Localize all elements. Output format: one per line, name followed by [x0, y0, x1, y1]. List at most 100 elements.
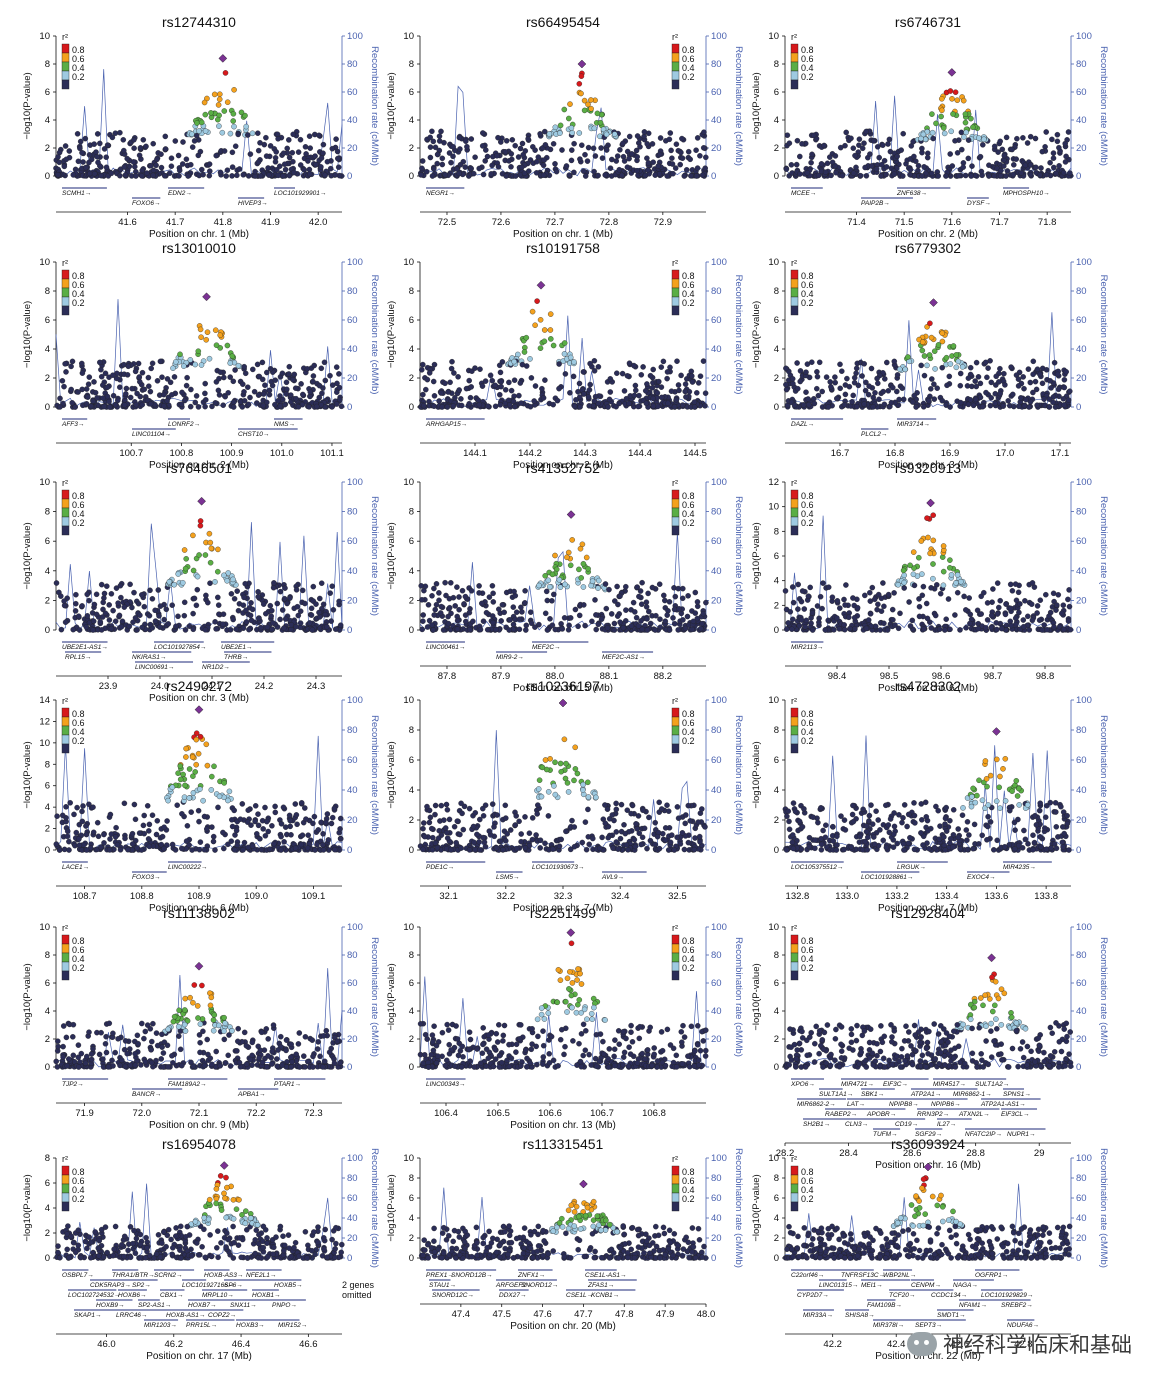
snp-point: [230, 576, 236, 583]
snp-point: [928, 585, 934, 591]
snp-point: [490, 599, 497, 605]
snp-point: [1043, 591, 1049, 598]
snp-point: [190, 790, 197, 796]
r2-legend-swatch: [61, 269, 70, 280]
r2-legend-label: 0.6: [682, 54, 695, 64]
snp-point: [278, 847, 284, 853]
snp-point: [676, 606, 682, 612]
snp-point: [962, 111, 969, 117]
snp-point: [799, 588, 806, 594]
snp-point: [182, 397, 188, 404]
snp-point: [930, 537, 937, 544]
recomb-tick-label: 40: [1076, 115, 1087, 126]
snp-point: [79, 370, 86, 376]
snp-point: [140, 822, 147, 829]
snp-point: [450, 144, 456, 150]
snp-point: [305, 832, 311, 838]
snp-point: [1034, 366, 1041, 372]
snp-point: [574, 770, 581, 777]
snp-point: [599, 155, 606, 161]
y-tick-label: 8: [774, 59, 779, 70]
snp-point: [257, 836, 263, 842]
snp-point: [68, 386, 74, 393]
snp-point: [867, 589, 873, 596]
snp-point: [223, 173, 229, 179]
snp-point: [116, 612, 123, 619]
snp-point: [961, 593, 967, 600]
r2-legend-swatch: [61, 516, 70, 527]
snp-point: [247, 151, 254, 157]
snp-point: [104, 142, 111, 148]
snp-point: [159, 833, 166, 840]
snp-point: [1015, 589, 1022, 596]
snp-point: [254, 831, 260, 837]
snp-point: [328, 820, 335, 827]
gene-label: NKIRAS1→: [132, 654, 166, 661]
snp-point: [216, 123, 222, 129]
snp-point: [139, 401, 146, 408]
r2-legend-label: 0.2: [801, 518, 814, 528]
snp-point: [152, 618, 159, 624]
snp-point: [947, 404, 953, 410]
snp-point: [801, 606, 808, 612]
snp-point: [992, 400, 998, 407]
snp-point: [450, 403, 457, 409]
panel-svg: 02468101214−log10(P-value)020406080100Re…: [22, 695, 380, 902]
y-tick-label: 6: [774, 87, 779, 98]
r2-legend-label: 0.8: [72, 45, 85, 55]
r2-legend-label: 0.4: [801, 509, 814, 519]
snp-point: [62, 361, 68, 367]
snp-point: [979, 403, 986, 410]
snp-point: [203, 592, 209, 599]
snp-point: [1056, 144, 1062, 151]
snp-point: [837, 605, 843, 611]
y-axis-label: −log10(P-value): [22, 72, 33, 139]
snp-point: [70, 626, 76, 633]
snp-point: [173, 359, 179, 365]
snp-point: [604, 625, 611, 631]
recomb-tick-label: 80: [711, 725, 722, 736]
x-tick-label: 88.0: [546, 671, 565, 682]
snp-point: [154, 156, 160, 163]
snp-point: [240, 172, 247, 178]
snp-point: [910, 138, 916, 145]
snp-point: [53, 580, 60, 586]
snp-point: [487, 372, 494, 379]
snp-point: [318, 819, 324, 826]
snp-point: [518, 604, 524, 611]
snp-point: [167, 379, 174, 386]
snp-point: [510, 604, 517, 610]
snp-point: [1033, 386, 1040, 393]
snp-point: [497, 369, 504, 376]
snp-point: [252, 168, 258, 175]
snp-point: [874, 375, 880, 382]
snp-point: [281, 401, 288, 408]
snp-point: [672, 593, 679, 600]
snp-point: [171, 374, 178, 380]
snp-point: [658, 364, 665, 370]
y-tick-label: 10: [768, 502, 779, 513]
snp-point: [257, 173, 264, 179]
snp-point: [177, 776, 184, 783]
panel-title: rs13010010: [162, 240, 236, 256]
snp-point: [1051, 359, 1058, 366]
snp-point: [114, 842, 121, 848]
snp-point: [578, 73, 585, 79]
snp-point: [649, 584, 656, 591]
snp-point: [175, 770, 181, 776]
snp-point: [492, 382, 498, 389]
snp-point: [312, 847, 318, 853]
snp-point: [958, 578, 964, 585]
snp-point: [294, 821, 300, 828]
snp-point: [63, 156, 70, 163]
snp-point: [1021, 385, 1027, 392]
snp-point: [157, 603, 164, 609]
y-tick-label: 2: [774, 373, 779, 384]
snp-point: [597, 133, 603, 140]
snp-point: [666, 627, 673, 633]
snp-point: [192, 769, 198, 775]
snp-point: [305, 158, 311, 164]
snp-point: [585, 101, 591, 108]
snp-point: [181, 612, 188, 619]
snp-point: [293, 812, 300, 818]
